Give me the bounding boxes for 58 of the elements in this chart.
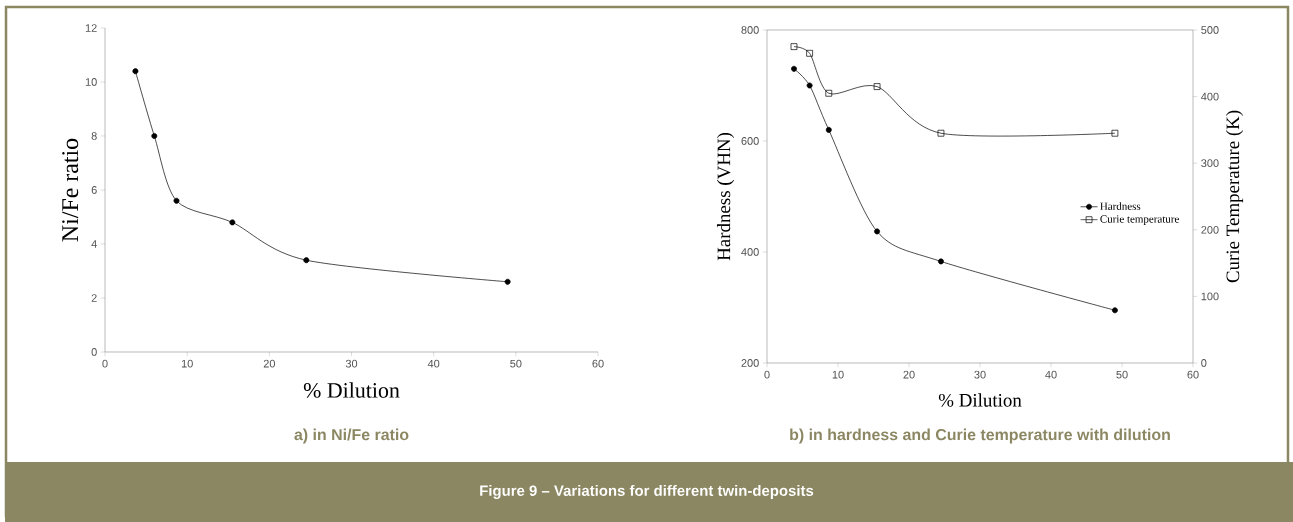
x-tick-label: 10: [832, 370, 844, 379]
x-tick-label: 0: [102, 359, 108, 368]
point: [806, 82, 813, 89]
x-tick-label: 30: [345, 359, 358, 368]
x-tick-label: 20: [903, 370, 915, 379]
point: [151, 133, 158, 139]
x-tick-label: 60: [1187, 370, 1199, 379]
legend-label: Curie temperature: [1100, 215, 1179, 225]
point: [874, 228, 880, 235]
y2-tick-label: 500: [1201, 26, 1219, 34]
y-tick-label: 6: [91, 186, 97, 194]
x-tick-label: 40: [1045, 370, 1057, 379]
x-axis-title: % Dilution: [303, 382, 400, 398]
legend-label: Hardness: [1100, 202, 1141, 210]
y-tick-label: 8: [91, 132, 97, 140]
y2-axis-title: Curie Temperature (K): [1225, 110, 1244, 283]
point: [504, 278, 511, 285]
point: [938, 258, 944, 265]
point: [132, 68, 139, 75]
y2-tick-label: 100: [1201, 292, 1219, 301]
y-tick-label: 12: [85, 24, 97, 32]
y-tick-label: 0: [91, 348, 97, 356]
y2-tick-label: 300: [1201, 159, 1219, 168]
y2-tick-label: 200: [1201, 225, 1219, 234]
point: [303, 257, 310, 264]
point: [1111, 129, 1119, 137]
caption: Figure 9 – Variations for different twin-deposits: [480, 484, 814, 499]
x-tick-label: 30: [974, 370, 986, 379]
text: a) in Ni/Fe ratio: [294, 428, 409, 444]
x-tick-label: 40: [427, 359, 440, 368]
y-tick-label: 10: [85, 78, 97, 86]
point: [937, 129, 945, 137]
y-tick-label: 400: [741, 248, 759, 256]
point: [873, 83, 881, 90]
y2-tick-label: 400: [1201, 92, 1219, 101]
y-tick-label: 200: [741, 359, 759, 367]
y-tick-label: 2: [91, 294, 97, 302]
y-axis-title: Hardness (VHN): [716, 132, 735, 261]
x-tick-label: 20: [263, 359, 275, 368]
point: [173, 197, 180, 204]
x-tick-label: 10: [181, 359, 193, 368]
point: [791, 65, 797, 72]
point: [806, 49, 813, 57]
y-tick-label: 4: [91, 240, 97, 248]
y-axis-title: Ni/Fe ratio: [62, 138, 79, 242]
point: [825, 89, 833, 97]
x-tick-label: 50: [1116, 370, 1128, 379]
point: [229, 219, 236, 226]
x-tick-label: 0: [764, 370, 770, 379]
y-tick-label: 600: [741, 137, 759, 145]
y-tick-label: 800: [741, 26, 759, 34]
point: [790, 43, 798, 50]
x-tick-label: 50: [510, 359, 522, 368]
x-axis-title: % Dilution: [938, 393, 1022, 407]
point: [825, 126, 832, 133]
text: b) in hardness and Curie temperature with dilution: [790, 428, 1170, 444]
point: [1111, 307, 1118, 314]
x-tick-label: 60: [592, 359, 604, 368]
